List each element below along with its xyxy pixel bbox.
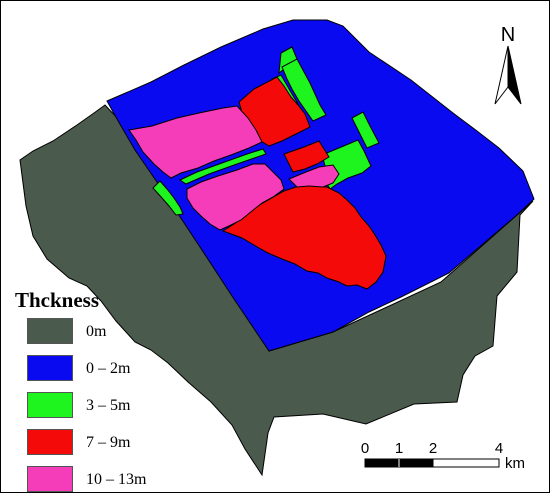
- legend-item: 7 – 9m: [27, 429, 207, 455]
- scale-unit: km: [505, 455, 525, 472]
- scale-tick-label: 2: [429, 440, 437, 457]
- legend-swatch: [27, 392, 73, 418]
- legend-swatch: [27, 429, 73, 455]
- legend-label: 3 – 5m: [86, 397, 131, 414]
- zone-7-9m: [221, 185, 387, 290]
- zone-3-5m: [351, 111, 380, 149]
- scale-tick-label: 1: [395, 440, 403, 457]
- zone-10-13m: [128, 105, 263, 179]
- zone-3-5m: [152, 180, 184, 216]
- legend-label: 0m: [86, 323, 107, 340]
- legend-label: 7 – 9m: [86, 434, 131, 451]
- north-arrow-icon: N: [494, 24, 522, 105]
- scale-bar: 0 1 2 4 km: [361, 440, 525, 472]
- scale-tick-label: 0: [361, 440, 369, 457]
- legend-item: 0m: [27, 318, 207, 344]
- scale-segment-light: [432, 458, 500, 468]
- legend-label: 10 – 13m: [86, 471, 147, 488]
- legend-item: 3 – 5m: [27, 392, 207, 418]
- scale-tick-label: 4: [495, 440, 503, 457]
- zone-10-13m: [186, 163, 285, 231]
- legend-title: Thckness: [15, 288, 100, 312]
- legend-item: 10 – 13m: [27, 466, 207, 492]
- zone-7-9m: [283, 140, 330, 173]
- north-label: N: [501, 24, 515, 46]
- zone-3-5m: [178, 148, 267, 185]
- legend-swatch: [27, 466, 73, 492]
- zone-0m: [19, 104, 534, 477]
- legend-label: 0 – 2m: [86, 360, 131, 377]
- zone-10-13m: [288, 164, 340, 188]
- legend-swatch: [27, 318, 73, 344]
- zone-3-5m: [281, 58, 327, 122]
- legend-item: 0 – 2m: [27, 355, 207, 381]
- legend-swatch: [27, 355, 73, 381]
